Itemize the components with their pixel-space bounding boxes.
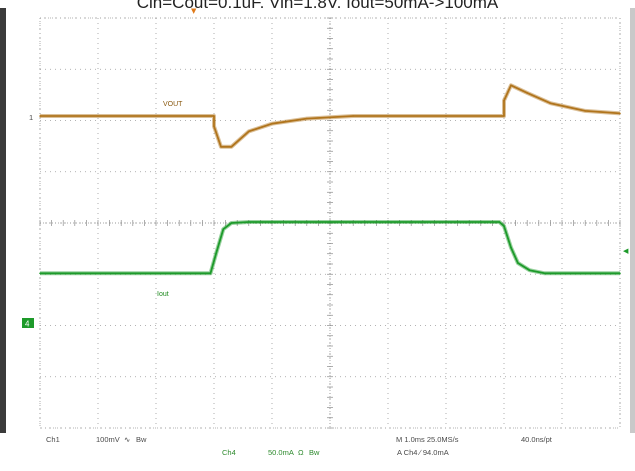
vout-trace-point	[584, 110, 586, 112]
vout-trace-point	[213, 115, 215, 117]
ch1-ground-marker: 1	[29, 113, 33, 122]
trigger-position-arrow: ▼	[191, 7, 197, 15]
graticule-frame	[39, 17, 621, 429]
scope-screen	[0, 8, 635, 471]
trigger-level-arrow: ◀	[623, 247, 629, 255]
ch1-coupling-icon: ∿	[124, 435, 130, 444]
vout-trace-point	[230, 146, 233, 148]
vout-trace-point	[213, 125, 215, 128]
vout-trace-point	[220, 146, 222, 148]
iout-trace-point	[230, 222, 233, 224]
ch4-scale: 50.0mA	[268, 448, 294, 457]
vout-trace-point	[39, 115, 41, 117]
vout-trace-point	[510, 84, 512, 87]
vout-trace-point	[503, 115, 505, 117]
vout-trace-point	[619, 112, 621, 115]
trigger-readout: A Ch4 ∕ 94.0mA	[397, 448, 449, 457]
vout-trace-point	[503, 99, 505, 102]
vout-trace-point	[352, 115, 355, 117]
iout-trace-point	[209, 272, 212, 275]
ch1-scale: 100mV	[96, 435, 120, 444]
iout-trace-point	[517, 262, 519, 264]
iout-trace-point	[39, 272, 41, 275]
vout-trace-point	[271, 122, 273, 125]
scope-left-edge	[0, 8, 6, 433]
iout-trace-label: Iout	[157, 291, 169, 298]
iout-trace-point	[503, 225, 505, 227]
traces	[39, 83, 621, 276]
ch1-label: Ch1	[46, 435, 60, 444]
timebase-readout: M 1.0ms 25.0MS/s	[396, 435, 459, 444]
ch4-ground-marker: 4	[25, 320, 30, 329]
ch4-bw-limit: Bw	[309, 448, 320, 457]
ch4-ground-marker-box	[22, 318, 34, 328]
scope-right-edge	[630, 8, 635, 433]
ch1-bw-limit: Bw	[136, 435, 147, 444]
iout-trace-point	[543, 272, 546, 275]
vout-trace-point	[306, 117, 308, 120]
vout-trace-label: VOUT	[163, 101, 183, 108]
iout-trace-point	[248, 221, 250, 223]
iout-trace-point	[619, 272, 621, 275]
iout-trace-point	[222, 228, 225, 230]
vout-trace-point	[526, 92, 528, 94]
vout-trace-point	[445, 115, 447, 117]
ch4-label: Ch4	[222, 448, 236, 457]
iout-trace-point	[215, 252, 218, 254]
scope-readout: Ch1 100mV ∿ Bw Ch4 50.0mA Ω Bw M 1.0ms 2…	[46, 435, 553, 457]
iout-trace-point	[510, 246, 512, 249]
ch4-impedance: Ω	[298, 448, 304, 457]
graticule	[39, 17, 621, 429]
iout-trace-point	[528, 269, 531, 272]
vout-trace-point	[248, 130, 250, 133]
iout-trace-point	[498, 221, 501, 223]
resolution-readout: 40.0ns/pt	[521, 435, 553, 444]
vout-trace-point	[549, 102, 552, 104]
